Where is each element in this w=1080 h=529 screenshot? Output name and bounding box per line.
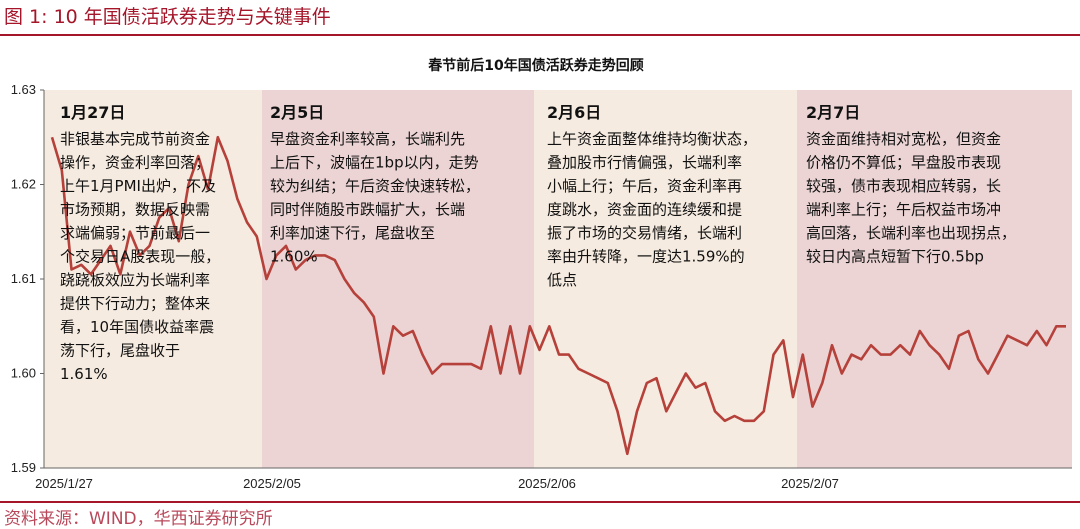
- annotation-date: 1月27日: [60, 103, 125, 122]
- annotation-line: 非银基本完成节前资金: [60, 130, 210, 148]
- annotation-line: 利率加速下行，尾盘收至: [270, 224, 435, 242]
- annotation-line: 较强，债市表现相应转弱，长: [806, 177, 1001, 195]
- x-tick-label: 2025/2/07: [781, 476, 839, 491]
- bottom-rule: [0, 501, 1080, 503]
- chart-title: 春节前后10年国债活跃券走势回顾: [427, 57, 643, 74]
- annotation-line: 度跳水，资金面的连续缓和提: [547, 201, 742, 219]
- annotation-line: 市场预期，数据反映需: [60, 201, 210, 219]
- annotation-line: 较日内高点短暂下行0.5bp: [806, 248, 984, 266]
- annotation-line: 1.61%: [60, 365, 108, 383]
- annotation-line: 操作，资金利率回落；: [60, 154, 210, 172]
- annotation-line: 上后下，波幅在1bp以内，走势: [270, 154, 479, 172]
- annotation-line: 早盘资金利率较高，长端利先: [270, 130, 465, 148]
- annotation-date: 2月5日: [270, 103, 324, 122]
- source-note: 资料来源：WIND，华西证券研究所: [4, 509, 273, 529]
- top-rule: [0, 34, 1080, 36]
- annotation-line: 资金面维持相对宽松，但资金: [806, 130, 1001, 148]
- annotation-line: 较为纠结；午后资金快速转松，: [270, 177, 480, 195]
- figure-title: 图 1: 10 年国债活跃券走势与关键事件: [4, 6, 331, 28]
- annotation-line: 求端偏弱；节前最后一: [60, 224, 210, 242]
- annotation-line: 上午1月PMI出炉，不及: [60, 177, 216, 195]
- x-tick-label: 2025/2/06: [518, 476, 576, 491]
- annotation-line: 1.60%: [270, 248, 318, 266]
- annotation-line: 跷跷板效应为长端利率: [60, 271, 210, 289]
- annotation-date: 2月6日: [547, 103, 601, 122]
- annotation-date: 2月7日: [806, 103, 860, 122]
- day-panel-2: [262, 90, 534, 468]
- annotation-line: 个交易日A股表现一般，: [60, 248, 220, 266]
- annotation-line: 端利率上行；午后权益市场冲: [806, 201, 1001, 219]
- yield-series-line: [50, 135, 1066, 456]
- annotation-line: 上午资金面整体维持均衡状态，: [547, 130, 757, 148]
- annotation-line: 同时伴随股市跌幅扩大，长端: [270, 201, 465, 219]
- y-tick-label: 1.60: [11, 366, 36, 381]
- annotation-line: 荡下行，尾盘收于: [60, 342, 180, 360]
- annotation-line: 看，10年国债收益率震: [60, 318, 214, 336]
- annotation-line: 小幅上行；午后，资金利率再: [547, 177, 742, 195]
- annotation-line: 低点: [547, 271, 577, 289]
- x-tick-label: 2025/1/27: [35, 476, 93, 491]
- y-tick-label: 1.59: [11, 460, 36, 475]
- annotation-line: 提供下行动力；整体来: [60, 295, 210, 313]
- annotation-line: 率由升转降，一度达1.59%的: [547, 248, 745, 266]
- annotation-line: 价格仍不算低；早盘股市表现: [806, 154, 1001, 172]
- y-tick-label: 1.63: [11, 82, 36, 97]
- annotation-line: 叠加股市行情偏强，长端利率: [547, 154, 742, 172]
- y-tick-label: 1.61: [11, 271, 36, 286]
- y-tick-label: 1.62: [11, 177, 36, 192]
- annotation-line: 振了市场的交易情绪，长端利: [547, 224, 742, 242]
- x-tick-label: 2025/2/05: [243, 476, 301, 491]
- line-chart: 春节前后10年国债活跃券走势回顾 1.631.621.611.601.59202…: [11, 57, 1072, 491]
- annotation-line: 高回落，长端利率也出现拐点，: [806, 224, 1016, 242]
- day-panel-4: [797, 90, 1072, 468]
